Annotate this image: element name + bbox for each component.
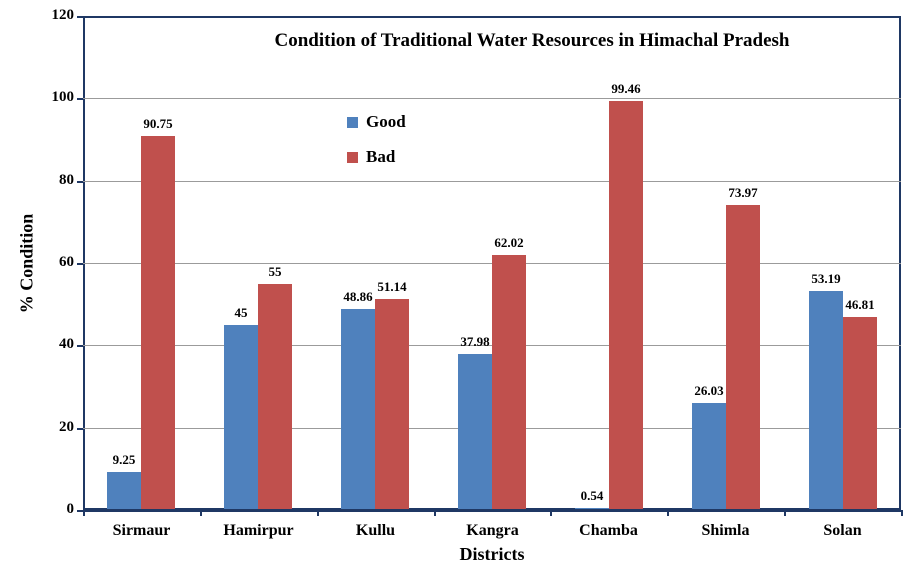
y-tick-mark — [77, 345, 83, 347]
bar-bad-kangra — [492, 255, 526, 510]
bar-bad-shimla — [726, 205, 760, 510]
bar-good-sirmaur — [107, 472, 141, 510]
y-tick-label-120: 120 — [51, 7, 75, 23]
x-category-label-solan: Solan — [823, 522, 862, 539]
x-axis-title: Districts — [459, 544, 525, 564]
x-category-label-sirmaur: Sirmaur — [112, 522, 171, 539]
x-category-label-kangra: Kangra — [466, 522, 519, 539]
data-label-good-kullu: 48.86 — [343, 289, 373, 304]
legend-item-bad: Bad — [347, 147, 406, 167]
data-label-bad-solan: 46.81 — [845, 297, 875, 312]
y-tick-label-100: 100 — [51, 89, 75, 105]
data-label-good-shimla: 26.03 — [694, 383, 724, 398]
y-tick-label-80: 80 — [59, 172, 74, 188]
y-tick-label-40: 40 — [59, 336, 74, 352]
y-tick-label-60: 60 — [59, 254, 74, 270]
bar-bad-kullu — [375, 299, 409, 510]
legend: Good Bad — [347, 112, 406, 167]
data-label-good-hamirpur: 45 — [234, 305, 248, 320]
data-label-bad-sirmaur: 90.75 — [143, 116, 173, 131]
y-tick-mark — [77, 263, 83, 265]
bar-good-kangra — [458, 354, 492, 510]
x-axis-line — [83, 509, 901, 512]
y-tick-mark — [77, 428, 83, 430]
bar-good-kullu — [341, 309, 375, 510]
x-tick-mark — [784, 510, 786, 516]
x-tick-mark — [901, 510, 903, 516]
y-tick-mark — [77, 510, 83, 512]
data-label-bad-kangra: 62.02 — [494, 235, 524, 250]
x-tick-mark — [550, 510, 552, 516]
x-tick-mark — [83, 510, 85, 516]
x-tick-mark — [317, 510, 319, 516]
y-axis-title: % Condition — [16, 213, 37, 314]
bad-series-swatch-icon — [347, 151, 358, 163]
bar-bad-solan — [843, 317, 877, 510]
x-category-label-shimla: Shimla — [701, 522, 750, 539]
data-label-good-solan: 53.19 — [811, 271, 841, 286]
legend-label-bad: Bad — [366, 147, 396, 166]
y-tick-mark — [77, 181, 83, 183]
gridline-100 — [83, 98, 901, 99]
bar-good-hamirpur — [224, 325, 258, 510]
legend-item-good: Good — [347, 112, 406, 132]
data-label-good-chamba: 0.54 — [580, 488, 604, 503]
y-tick-mark — [77, 16, 83, 18]
data-label-good-kangra: 37.98 — [460, 334, 490, 349]
x-tick-mark — [667, 510, 669, 516]
x-category-label-kullu: Kullu — [355, 522, 396, 539]
x-category-label-chamba: Chamba — [579, 522, 638, 539]
bar-bad-sirmaur — [141, 136, 175, 510]
data-label-bad-shimla: 73.97 — [728, 185, 758, 200]
x-tick-mark — [434, 510, 436, 516]
bar-good-solan — [809, 291, 843, 510]
chart-title: Condition of Traditional Water Resources… — [274, 30, 790, 51]
data-label-bad-kullu: 51.14 — [377, 279, 407, 294]
y-tick-label-0: 0 — [66, 501, 75, 517]
bar-bad-hamirpur — [258, 284, 292, 510]
data-label-good-sirmaur: 9.25 — [112, 452, 136, 467]
y-tick-mark — [77, 98, 83, 100]
gridline-80 — [83, 181, 901, 182]
bar-good-shimla — [692, 403, 726, 510]
bar-bad-chamba — [609, 101, 643, 510]
legend-label-good: Good — [366, 112, 406, 131]
x-tick-mark — [200, 510, 202, 516]
y-tick-label-20: 20 — [59, 419, 74, 435]
data-label-bad-chamba: 99.46 — [611, 81, 641, 96]
x-category-label-hamirpur: Hamirpur — [223, 522, 294, 539]
good-series-swatch-icon — [347, 116, 358, 128]
data-label-bad-hamirpur: 55 — [268, 264, 282, 279]
